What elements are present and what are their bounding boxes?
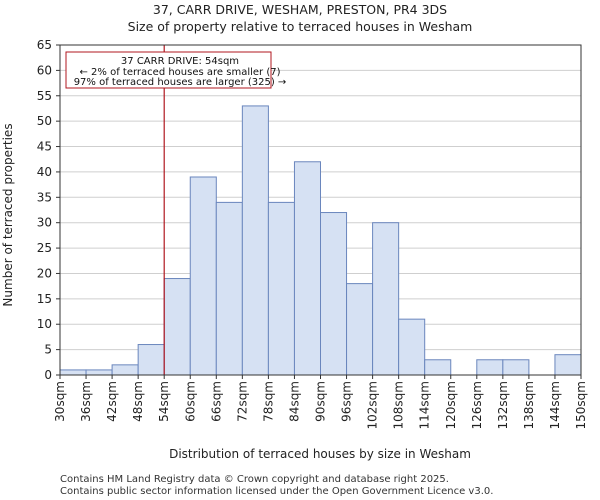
bar [163,278,191,376]
x-tick-label: 30sqm [53,381,67,422]
y-tick-label: 50 [37,114,52,128]
y-tick-label: 55 [37,89,52,103]
bar [554,354,582,376]
x-tick-label: 96sqm [340,381,354,422]
x-tick-label: 48sqm [131,381,145,422]
y-tick-label: 65 [37,38,52,52]
y-tick-label: 40 [37,165,52,179]
x-tick-label: 72sqm [235,381,249,422]
y-tick-label: 15 [37,292,52,306]
x-tick-label: 132sqm [496,381,510,429]
y-axis-ticks: 0 5 10 15 20 25 30 35 40 45 50 55 60 65 [37,38,60,382]
y-tick-label: 25 [37,241,52,255]
x-tick-label: 66sqm [209,381,223,422]
chart-subtitle: Size of property relative to terraced ho… [128,19,473,34]
x-tick-label: 114sqm [418,381,432,429]
y-tick-label: 5 [44,343,52,357]
y-tick-label: 20 [37,266,52,280]
bar [320,212,348,376]
x-tick-label: 144sqm [548,381,562,429]
x-tick-label: 60sqm [183,381,197,422]
bar [398,318,426,376]
bar [267,201,295,376]
x-tick-label: 126sqm [470,381,484,429]
bar [189,176,217,376]
x-tick-label: 138sqm [522,381,536,429]
y-axis-label: Number of terraced properties [1,123,15,306]
y-tick-label: 30 [37,216,52,230]
bar [85,369,113,376]
x-tick-label: 90sqm [314,381,328,422]
bar [241,105,269,376]
y-tick-label: 35 [37,190,52,204]
bar [372,222,400,376]
bar [59,369,87,376]
x-tick-label: 42sqm [105,381,119,422]
footer-line-1: Contains HM Land Registry data © Crown c… [60,474,449,485]
annotation-box [65,51,272,89]
chart-title: 37, CARR DRIVE, WESHAM, PRESTON, PR4 3DS [153,2,447,17]
x-tick-label: 36sqm [79,381,93,422]
x-tick-label: 84sqm [287,381,301,422]
x-tick-label: 150sqm [574,381,588,429]
x-tick-label: 102sqm [366,381,380,429]
x-axis-label: Distribution of terraced houses by size … [169,447,471,461]
bar [476,359,504,376]
y-tick-label: 45 [37,140,52,154]
y-tick-label: 10 [37,317,52,331]
y-tick-label: 0 [44,368,52,382]
x-tick-label: 120sqm [444,381,458,429]
bar [215,201,243,376]
bar [346,283,374,376]
footer-line-2: Contains public sector information licen… [60,486,493,497]
x-tick-label: 108sqm [392,381,406,429]
annotation-line3: 97% of terraced houses are larger (325) … [74,77,287,88]
x-axis-ticks: 30sqm 36sqm 42sqm 48sqm 54sqm 60sqm 66sqm 72sqm… [53,375,588,429]
x-tick-label: 78sqm [261,381,275,422]
marker-group: 37 CARR DRIVE: 54sqm← 2% of terraced hou… [65,45,287,375]
annotation-line1: 37 CARR DRIVE: 54sqm [121,56,239,67]
bar [293,161,322,376]
bar [111,364,139,376]
y-tick-label: 60 [37,63,52,77]
bar [502,359,530,376]
bar [424,359,452,376]
x-tick-label: 54sqm [157,381,171,422]
bar [137,344,165,376]
bars [59,105,582,376]
annotation-line2: ← 2% of terraced houses are smaller (7) [80,67,281,78]
plot-frame [59,44,582,376]
